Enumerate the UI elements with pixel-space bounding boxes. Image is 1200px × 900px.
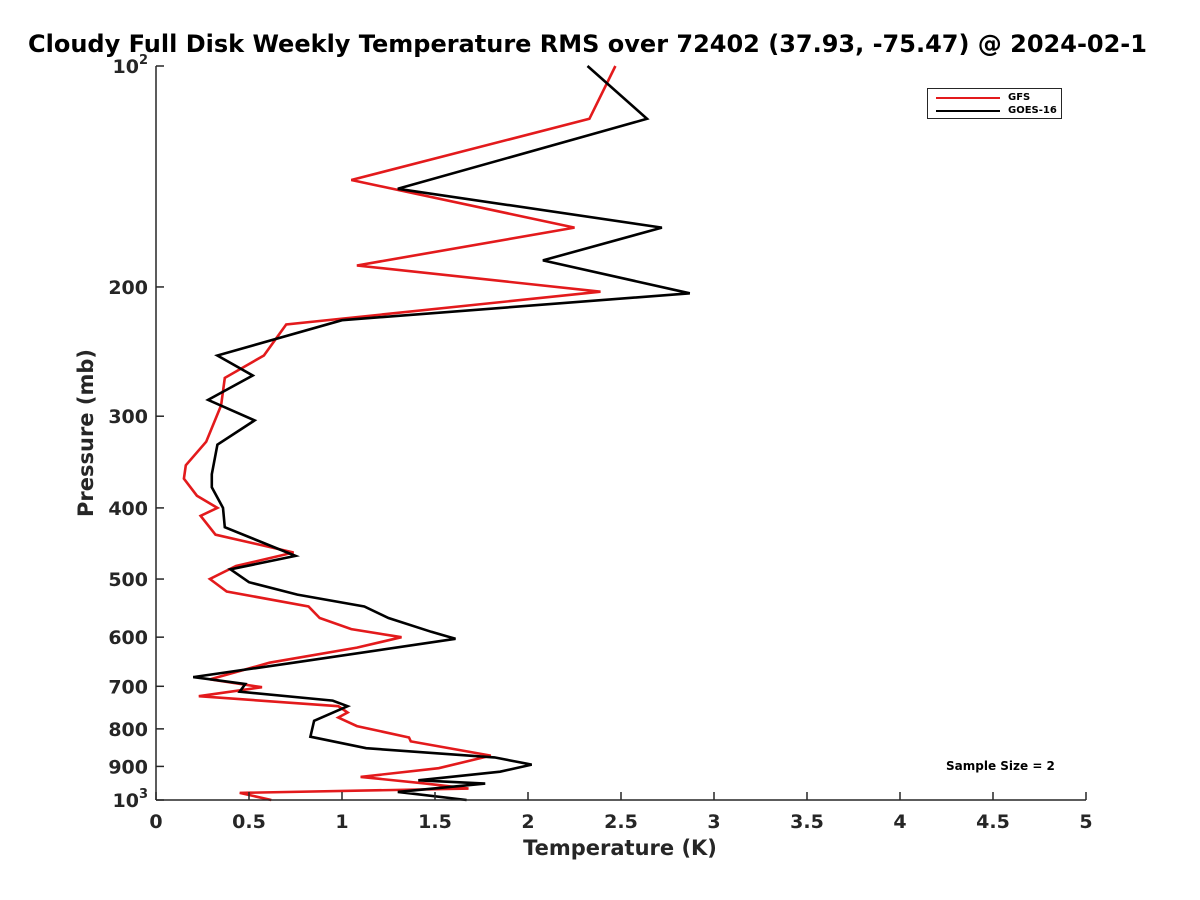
y-tick-label: 900 — [108, 756, 148, 778]
x-tick-label: 5 — [1079, 811, 1092, 833]
legend: GFS GOES-16 — [927, 88, 1062, 119]
legend-line-goes16 — [936, 109, 1000, 112]
series-layer — [182, 65, 691, 802]
y-tick-label: 600 — [108, 627, 148, 649]
y-tick-label: 103 — [113, 787, 149, 812]
y-tick-label: 200 — [108, 277, 148, 299]
chart-title: Cloudy Full Disk Weekly Temperature RMS … — [28, 30, 1147, 58]
legend-label-gfs: GFS — [1008, 92, 1031, 103]
x-tick-label: 3 — [707, 811, 720, 833]
x-tick-label: 2.5 — [604, 811, 638, 833]
legend-label-goes16: GOES-16 — [1008, 105, 1057, 116]
x-tick-label: 2 — [521, 811, 534, 833]
y-tick-label: 700 — [108, 676, 148, 698]
x-tick-label: 1.5 — [418, 811, 452, 833]
x-tick-label: 0 — [149, 811, 162, 833]
x-axis-label: Temperature (K) — [523, 836, 717, 860]
y-tick-label: 800 — [108, 719, 148, 741]
legend-item-goes16: GOES-16 — [936, 104, 1057, 117]
y-tick-label: 102 — [113, 53, 149, 78]
x-tick-label: 4 — [893, 811, 906, 833]
x-tick-label: 0.5 — [232, 811, 266, 833]
y-tick-label: 500 — [108, 569, 148, 591]
sample-size-annotation: Sample Size = 2 — [946, 759, 1055, 773]
axes-layer: 0 0.5 1 1.5 2 2.5 3 3.5 4 4.5 5 102 200 300 400 500 600 7… — [108, 53, 1092, 833]
legend-line-gfs — [936, 96, 1000, 99]
x-tick-label: 4.5 — [976, 811, 1010, 833]
x-tick-label: 3.5 — [790, 811, 824, 833]
y-tick-label: 400 — [108, 498, 148, 520]
y-axis-label: Pressure (mb) — [74, 349, 98, 517]
series-line-goes16 — [193, 65, 691, 802]
legend-item-gfs: GFS — [936, 91, 1030, 104]
x-tick-label: 1 — [335, 811, 348, 833]
y-tick-label: 300 — [108, 406, 148, 428]
series-line-gfs — [182, 65, 617, 802]
